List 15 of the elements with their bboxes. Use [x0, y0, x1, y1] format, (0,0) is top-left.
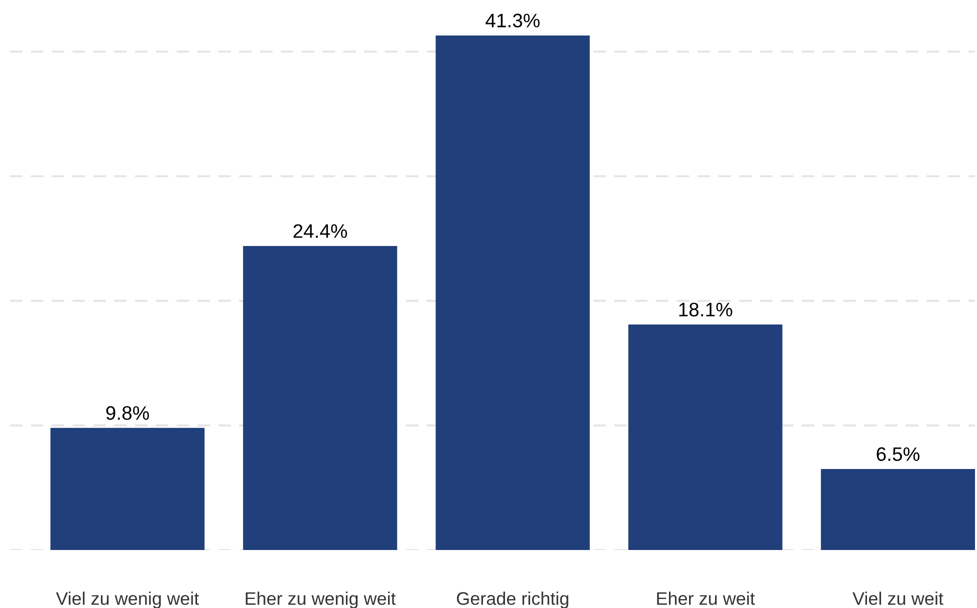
bar	[628, 324, 782, 550]
bar	[50, 428, 205, 550]
x-tick-label: Eher zu wenig weit	[246, 592, 396, 608]
x-tick-label: Gerade richtig	[456, 592, 568, 608]
x-tick-label: Eher zu weit	[657, 592, 755, 605]
data-label: 9.8%	[106, 406, 149, 420]
bar	[243, 246, 398, 550]
data-label: 18.1%	[679, 302, 732, 316]
data-label: 24.4%	[294, 224, 347, 238]
bar	[820, 469, 975, 550]
data-label: 6.5%	[876, 447, 920, 462]
x-tick-label: Viel zu wenig weit	[56, 592, 199, 608]
x-tick-label: Viel zu weit	[852, 592, 944, 605]
data-label: 41.3%	[486, 14, 540, 28]
bar	[436, 35, 590, 550]
